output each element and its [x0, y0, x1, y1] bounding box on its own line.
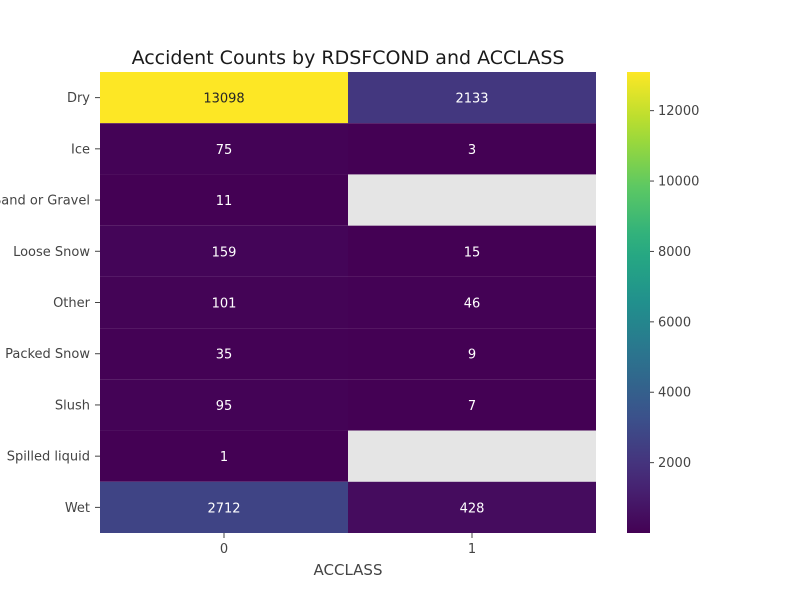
cell-value-label: 2712 — [207, 501, 240, 516]
heatmap-cell — [100, 430, 348, 482]
heatmap-cell — [100, 123, 348, 175]
x-tick-label: 0 — [220, 542, 228, 557]
y-tick-label: Wet — [65, 501, 90, 516]
y-axis-tick-labels: Dry Ice Loose Sand or Gravel Loose Snow Othe… — [0, 91, 100, 516]
heatmap-cell — [100, 276, 348, 329]
cell-value-label: 35 — [216, 348, 233, 363]
cell-value-label: 7 — [468, 399, 476, 414]
y-tick-label: Other — [53, 296, 91, 311]
heatmap-cell — [100, 225, 348, 277]
colorbar — [627, 72, 650, 533]
heatmap-cell — [348, 123, 596, 175]
heatmap-cell — [348, 481, 596, 533]
colorbar-ticks: 2000 4000 6000 8000 10000 12000 — [650, 104, 699, 471]
colorbar-tick-label: 8000 — [658, 245, 691, 260]
cell-value-label: 9 — [468, 348, 476, 363]
y-tick-label: Ice — [71, 142, 90, 157]
heatmap-cell — [348, 379, 596, 431]
colorbar-tick-label: 10000 — [658, 175, 699, 190]
heatmap-cell — [348, 328, 596, 380]
heatmap-cell — [348, 174, 596, 226]
y-tick-label: Packed Snow — [5, 347, 90, 362]
heatmap-cells: 13098 2133 75 3 11 159 15 101 46 35 9 95 7 1 2712 428 — [100, 72, 596, 533]
heatmap-cell — [100, 72, 348, 124]
cell-value-label: 428 — [460, 501, 485, 516]
heatmap-cell — [100, 379, 348, 431]
heatmap-cell — [348, 276, 596, 329]
cell-value-label: 2133 — [455, 92, 488, 107]
colorbar-tick-label: 12000 — [658, 104, 699, 119]
cell-value-label: 46 — [464, 297, 481, 312]
heatmap-cell — [348, 430, 596, 482]
x-tick-label: 1 — [468, 542, 476, 557]
y-tick-label: Slush — [55, 398, 90, 413]
heatmap-cell — [100, 174, 348, 226]
colorbar-tick-label: 4000 — [658, 386, 691, 401]
cell-value-label: 11 — [216, 194, 233, 209]
cell-value-label: 159 — [212, 245, 237, 260]
cell-value-label: 1 — [220, 450, 228, 465]
cell-value-label: 75 — [216, 143, 233, 158]
heatmap-cell — [100, 481, 348, 533]
heatmap-cell — [348, 225, 596, 277]
y-tick-label: Dry — [67, 91, 90, 106]
colorbar-tick-label: 6000 — [658, 315, 691, 330]
colorbar-tick-label: 2000 — [658, 456, 691, 471]
cell-value-label: 95 — [216, 399, 233, 414]
heatmap-cell — [348, 72, 596, 124]
chart-title: Accident Counts by RDSFCOND and ACCLASS — [132, 47, 565, 69]
y-tick-label: Loose Sand or Gravel — [0, 194, 90, 209]
y-tick-label: Spilled liquid — [7, 450, 90, 465]
heatmap-cell — [100, 328, 348, 380]
cell-value-label: 13098 — [203, 92, 244, 107]
cell-value-label: 101 — [212, 297, 237, 312]
cell-value-label: 3 — [468, 143, 476, 158]
y-tick-label: Loose Snow — [13, 245, 90, 260]
x-axis-label: ACCLASS — [314, 561, 383, 579]
cell-value-label: 15 — [464, 245, 481, 260]
